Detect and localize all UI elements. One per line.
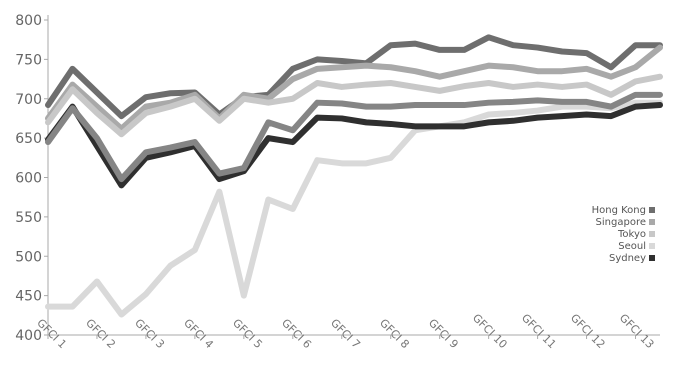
y-tick-label: 800 (15, 13, 42, 29)
legend-label-singapore: Singapore (596, 217, 646, 228)
legend-swatch-seoul (649, 243, 655, 249)
legend-label-tokyo: Tokyo (617, 229, 646, 240)
y-tick-label: 400 (15, 328, 42, 344)
x-tick-label: GFCI 11 (519, 311, 559, 351)
x-tick-label: GFCI 6 (279, 316, 314, 351)
y-tick-label: 650 (15, 131, 42, 147)
x-tick-label: GFCI 3 (132, 316, 167, 351)
series-line-hong-kong (45, 34, 663, 120)
legend-swatch-singapore (649, 219, 655, 225)
y-axis-ticks: 400 450 500 550 600 650 700 750 800 (15, 13, 48, 344)
x-tick-label: GFCI 13 (617, 311, 657, 351)
series-line-unlabeled-5 (45, 91, 663, 183)
axes (47, 15, 660, 336)
y-tick-label: 450 (15, 289, 42, 305)
y-tick-label: 700 (15, 92, 42, 108)
series-line-sydney (45, 102, 663, 189)
legend-swatch-hong-kong (649, 207, 655, 213)
x-tick-label: GFCI 9 (426, 316, 461, 351)
x-tick-label: GFCI 7 (328, 316, 363, 351)
series-line-tokyo (45, 73, 663, 138)
legend-swatch-sydney (649, 255, 655, 261)
y-tick-label: 600 (15, 171, 42, 187)
x-tick-label: GFCI 8 (377, 316, 412, 351)
y-tick-label: 550 (15, 210, 42, 226)
legend-label-seoul: Seoul (618, 241, 646, 252)
x-tick-label: GFCI 12 (568, 311, 608, 351)
legend-label-sydney: Sydney (609, 253, 646, 264)
series-lines (45, 34, 663, 318)
x-tick-label: GFCI 5 (230, 316, 265, 351)
y-tick-label: 750 (15, 52, 42, 68)
series-line-seoul (45, 99, 663, 318)
x-tick-label: GFCI 2 (83, 316, 118, 351)
legend-swatch-tokyo (649, 231, 655, 237)
series-line-singapore (45, 44, 663, 132)
x-tick-label: GFCI 10 (470, 311, 510, 351)
y-tick-label: 500 (15, 249, 42, 265)
x-tick-label: GFCI 4 (181, 316, 216, 351)
x-axis-ticks: GFCI 1 GFCI 2 GFCI 3 GFCI 4 GFCI 5 GFCI 6 GFCI… (34, 311, 656, 351)
legend-label-hong-kong: Hong Kong (592, 205, 646, 216)
